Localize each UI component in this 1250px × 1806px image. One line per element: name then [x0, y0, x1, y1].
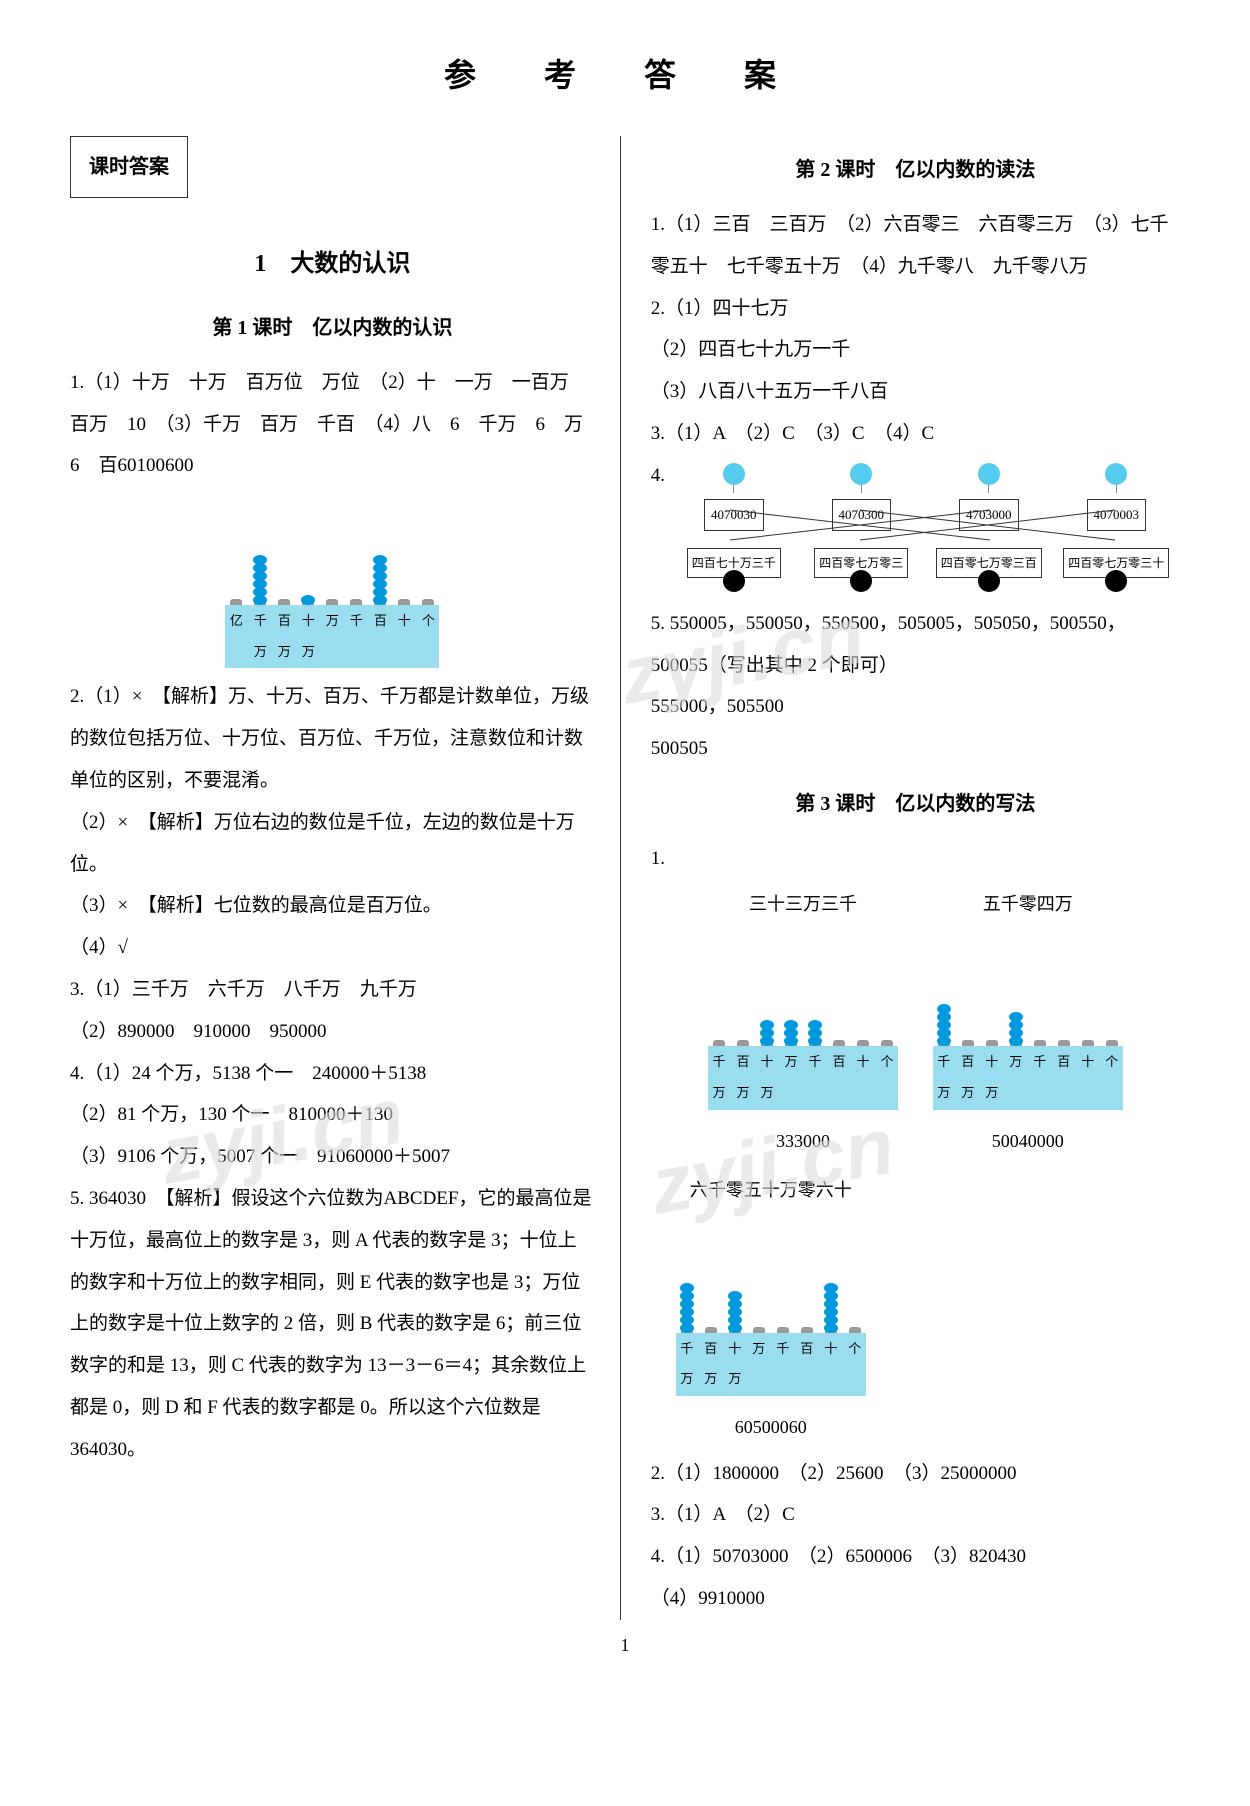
- q4-1-text: 4.（1）24 个万，5138 个一 240000＋5138: [70, 1053, 595, 1095]
- abacus2-title: 五千零四万: [933, 885, 1123, 925]
- page-number: 1: [70, 1635, 1180, 1656]
- q3-2-text: （2）890000 910000 950000: [70, 1011, 595, 1053]
- abacus-row-2: 六千零五十万零六十 千百十万千百十个万万万 60500060: [661, 1166, 1180, 1452]
- abacus1-title: 三十三万三千: [708, 885, 898, 925]
- q2-4-text: （4）√: [70, 927, 595, 969]
- r3-q4-1-text: 4.（1）50703000 （2）6500006 （3）820430: [651, 1536, 1180, 1578]
- q4-2-text: （2）81 个万，130 个一 810000＋130: [70, 1094, 595, 1136]
- abacus2-caption: 50040000: [933, 1122, 1123, 1162]
- r-q2-3-text: （3）八百八十五万一千八百: [651, 371, 1180, 413]
- abacus-q1: 亿千百十万千百十个 万万万: [225, 495, 439, 668]
- r-q5-2-text: 555000，505500: [651, 686, 1180, 728]
- r-q3-text: 3.（1）A （2）C （3）C （4）C: [651, 413, 1180, 455]
- q1-text: 1.（1）十万 十万 百万位 万位 （2）十 一万 一百万 百万 10 （3）千…: [70, 362, 595, 487]
- r3-q2-text: 2.（1）1800000 （2）25600 （3）25000000: [651, 1453, 1180, 1495]
- r-q2-1-text: 2.（1）四十七万: [651, 288, 1180, 330]
- abacus-3: 千百十万千百十个万万万: [676, 1223, 866, 1396]
- page-title: 参 考 答 案: [70, 50, 1180, 96]
- abacus1-caption: 333000: [708, 1122, 898, 1162]
- q2-1-text: 2.（1）× 【解析】万、十万、百万、千万都是计数单位，万级的数位包括万位、十万…: [70, 676, 595, 801]
- r3-q1-label: 1.: [651, 838, 1180, 880]
- r-q2-2-text: （2）四百七十九万一千: [651, 329, 1180, 371]
- right-column: 第 2 课时 亿以内数的读法 1.（1）三百 三百万 （2）六百零三 六百零三万…: [651, 136, 1180, 1620]
- lesson-1-title: 第 1 课时 亿以内数的认识: [70, 306, 595, 350]
- q3-1-text: 3.（1）三千万 六千万 八千万 九千万: [70, 969, 595, 1011]
- match-diagram: 4070030407030047030004070003四百七十万三千四百零七万…: [670, 463, 1180, 593]
- r3-q4-2-text: （4）9910000: [651, 1578, 1180, 1620]
- box-label: 课时答案: [70, 136, 188, 198]
- q4-3-text: （3）9106 个万，5007 个一 91060000＋5007: [70, 1136, 595, 1178]
- q5-text: 5. 364030 【解析】假设这个六位数为ABCDEF，它的最高位是十万位，最…: [70, 1178, 595, 1471]
- abacus3-title: 六千零五十万零六十: [676, 1171, 866, 1211]
- q2-3-text: （3）× 【解析】七位数的最高位是百万位。: [70, 885, 595, 927]
- section-1-title: 1 大数的认识: [70, 238, 595, 291]
- lesson-2-title: 第 2 课时 亿以内数的读法: [651, 148, 1180, 192]
- r3-q3-text: 3.（1）A （2）C: [651, 1494, 1180, 1536]
- left-column: 课时答案 1 大数的认识 第 1 课时 亿以内数的认识 1.（1）十万 十万 百…: [70, 136, 621, 1620]
- two-column-layout: 课时答案 1 大数的认识 第 1 课时 亿以内数的认识 1.（1）十万 十万 百…: [70, 136, 1180, 1620]
- abacus-2: 千百十万千百十个万万万: [933, 936, 1123, 1109]
- q2-2-text: （2）× 【解析】万位右边的数位是千位，左边的数位是十万位。: [70, 802, 595, 886]
- r-q1-text: 1.（1）三百 三百万 （2）六百零三 六百零三万 （3）七千零五十 七千零五十…: [651, 204, 1180, 288]
- abacus-row-1: 三十三万三千 千百十万千百十个万万万 333000 五千零四万 千百十万千百十个…: [651, 880, 1180, 1166]
- abacus3-caption: 60500060: [676, 1408, 866, 1448]
- r-q5-3-text: 500505: [651, 728, 1180, 770]
- lesson-3-title: 第 3 课时 亿以内数的写法: [651, 782, 1180, 826]
- r-q5-1-text: 5. 550005，550050，550500，505005，505050，50…: [651, 603, 1180, 687]
- abacus-1: 千百十万千百十个万万万: [708, 936, 898, 1109]
- r-q4-label: 4.: [651, 455, 665, 497]
